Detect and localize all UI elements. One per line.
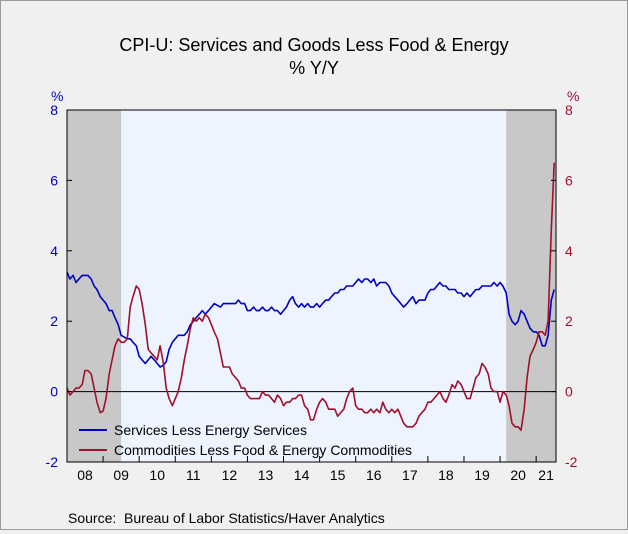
right-axis-tick-label: 2 — [565, 313, 573, 329]
x-axis-tick-label: 09 — [113, 467, 129, 483]
legend: Services Less Energy Services Commoditie… — [79, 422, 412, 458]
x-axis-tick-label: 13 — [258, 467, 274, 483]
chart-subtitle: % Y/Y — [289, 58, 339, 78]
left-axis-tick-label: 4 — [50, 243, 58, 259]
x-axis-tick-label: 10 — [149, 467, 165, 483]
right-axis-tick-label: 6 — [565, 172, 573, 188]
x-axis-tick-label: 21 — [538, 467, 554, 483]
x-axis-tick-label: 18 — [438, 467, 454, 483]
x-axis-tick-label: 11 — [186, 467, 201, 483]
right-axis-unit-label: % — [567, 88, 579, 104]
x-axis-tick-label: 17 — [402, 467, 418, 483]
axes: -2 -2 0 0 2 2 4 4 6 6 8 8 08 09 10 11 12 13 14 15 16 17 18 19 20… — [46, 102, 578, 483]
right-axis-tick-label: 8 — [565, 102, 573, 118]
series-line-commodities — [66, 162, 555, 432]
right-axis-tick-label: -2 — [565, 454, 578, 470]
left-axis-tick-label: 2 — [50, 313, 58, 329]
left-axis-tick-label: -2 — [46, 454, 59, 470]
left-axis-tick-label: 8 — [50, 102, 58, 118]
recession-shading — [67, 110, 556, 462]
series-lines — [66, 162, 555, 432]
plot-border — [66, 109, 557, 463]
left-axis-tick-label: 0 — [50, 384, 58, 400]
x-axis-tick-label: 20 — [510, 467, 526, 483]
legend-label-commodities: Commodities Less Food & Energy Commoditi… — [114, 442, 412, 458]
x-axis-tick-label: 12 — [222, 467, 238, 483]
right-axis-tick-label: 4 — [565, 243, 573, 259]
plot-background — [67, 110, 556, 462]
series-line-services — [66, 271, 555, 368]
left-axis-unit-label: % — [51, 88, 63, 104]
x-axis-tick-label: 15 — [330, 467, 346, 483]
x-axis-tick-label: 19 — [474, 467, 490, 483]
legend-label-services: Services Less Energy Services — [114, 422, 307, 438]
x-axis-tick-label: 08 — [77, 467, 93, 483]
x-axis-tick-label: 16 — [366, 467, 382, 483]
source-note: Source: Bureau of Labor Statistics/Haver… — [68, 510, 385, 526]
chart-title: CPI-U: Services and Goods Less Food & En… — [119, 35, 508, 55]
recession-band — [506, 110, 556, 462]
right-axis-tick-label: 0 — [565, 384, 573, 400]
left-axis-tick-label: 6 — [50, 172, 58, 188]
x-axis-tick-label: 14 — [294, 467, 310, 483]
